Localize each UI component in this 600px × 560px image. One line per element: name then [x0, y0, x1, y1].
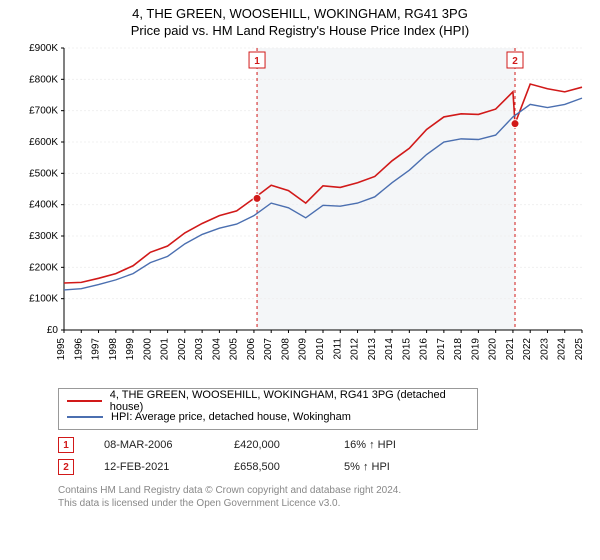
footnote-line: This data is licensed under the Open Gov… [58, 497, 588, 510]
svg-text:2018: 2018 [453, 338, 464, 361]
line-chart: £0 £100K £200K £300K £400K £500K £600K £700K £80… [12, 42, 588, 382]
transaction-price: £420,000 [234, 439, 314, 451]
svg-text:2009: 2009 [298, 338, 309, 361]
svg-text:2014: 2014 [384, 338, 395, 361]
svg-text:2022: 2022 [522, 338, 533, 361]
svg-text:1999: 1999 [125, 338, 136, 361]
svg-text:1998: 1998 [108, 338, 119, 361]
svg-text:2015: 2015 [401, 338, 412, 361]
svg-text:2000: 2000 [142, 338, 153, 361]
svg-text:2010: 2010 [315, 338, 326, 361]
svg-text:2: 2 [512, 56, 518, 67]
title-block: 4, THE GREEN, WOOSEHILL, WOKINGHAM, RG41… [12, 6, 588, 38]
svg-text:2008: 2008 [280, 338, 291, 361]
title-line2: Price paid vs. HM Land Registry's House … [12, 23, 588, 38]
svg-text:2002: 2002 [177, 338, 188, 361]
svg-text:2001: 2001 [160, 338, 171, 361]
svg-text:2003: 2003 [194, 338, 205, 361]
svg-text:1: 1 [254, 56, 260, 67]
svg-text:1997: 1997 [91, 338, 102, 361]
svg-text:£500K: £500K [29, 168, 58, 179]
legend-swatch [67, 416, 103, 418]
svg-text:2013: 2013 [367, 338, 378, 361]
svg-text:£400K: £400K [29, 200, 58, 211]
transaction-date: 08-MAR-2006 [104, 439, 204, 451]
transaction-price: £658,500 [234, 461, 314, 473]
svg-text:2005: 2005 [229, 338, 240, 361]
legend-row: 4, THE GREEN, WOOSEHILL, WOKINGHAM, RG41… [67, 393, 469, 409]
chart-container: 4, THE GREEN, WOOSEHILL, WOKINGHAM, RG41… [0, 0, 600, 514]
svg-text:2024: 2024 [557, 338, 568, 361]
svg-text:£600K: £600K [29, 137, 58, 148]
svg-text:2012: 2012 [350, 338, 361, 361]
svg-text:2011: 2011 [332, 338, 343, 360]
svg-text:£0: £0 [47, 325, 59, 336]
svg-text:2016: 2016 [419, 338, 430, 361]
svg-text:2006: 2006 [246, 338, 257, 361]
legend-label: 4, THE GREEN, WOOSEHILL, WOKINGHAM, RG41… [110, 389, 469, 413]
legend: 4, THE GREEN, WOOSEHILL, WOKINGHAM, RG41… [58, 388, 478, 430]
svg-text:£200K: £200K [29, 262, 58, 273]
svg-text:2004: 2004 [211, 338, 222, 361]
transaction-date: 12-FEB-2021 [104, 461, 204, 473]
transaction-table: 1 08-MAR-2006 £420,000 16% ↑ HPI 2 12-FE… [58, 434, 588, 478]
title-line1: 4, THE GREEN, WOOSEHILL, WOKINGHAM, RG41… [12, 6, 588, 21]
svg-text:£100K: £100K [29, 294, 58, 305]
svg-text:£800K: £800K [29, 74, 58, 85]
transaction-delta: 5% ↑ HPI [344, 461, 390, 473]
transaction-delta: 16% ↑ HPI [344, 439, 396, 451]
svg-text:£300K: £300K [29, 231, 58, 242]
chart-area: £0 £100K £200K £300K £400K £500K £600K £700K £80… [12, 42, 588, 382]
svg-text:£900K: £900K [29, 43, 58, 54]
legend-swatch [67, 400, 102, 402]
svg-text:2023: 2023 [539, 338, 550, 361]
legend-label: HPI: Average price, detached house, Woki… [111, 411, 351, 423]
svg-text:2025: 2025 [574, 338, 585, 361]
svg-text:2017: 2017 [436, 338, 447, 361]
footnote: Contains HM Land Registry data © Crown c… [58, 484, 588, 510]
transaction-row: 1 08-MAR-2006 £420,000 16% ↑ HPI [58, 434, 588, 456]
marker-badge: 2 [58, 459, 74, 475]
svg-text:2020: 2020 [488, 338, 499, 361]
svg-text:2007: 2007 [263, 338, 274, 361]
svg-text:£700K: £700K [29, 106, 58, 117]
svg-text:2019: 2019 [470, 338, 481, 361]
svg-text:1995: 1995 [56, 338, 67, 361]
svg-text:2021: 2021 [505, 338, 516, 361]
footnote-line: Contains HM Land Registry data © Crown c… [58, 484, 588, 497]
marker-badge: 1 [58, 437, 74, 453]
svg-text:1996: 1996 [73, 338, 84, 361]
transaction-row: 2 12-FEB-2021 £658,500 5% ↑ HPI [58, 456, 588, 478]
